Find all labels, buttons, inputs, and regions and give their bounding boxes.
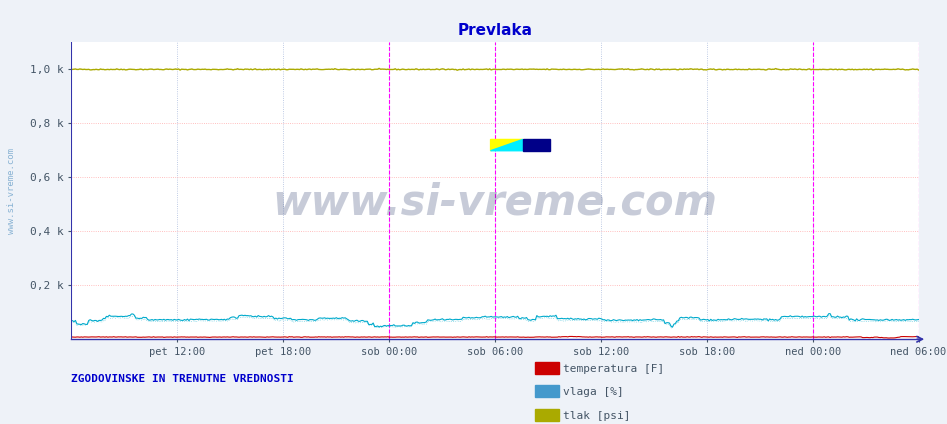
Text: vlaga [%]: vlaga [%]: [563, 387, 624, 397]
Text: temperatura [F]: temperatura [F]: [563, 364, 665, 374]
Bar: [523, 139, 550, 151]
Text: www.si-vreme.com: www.si-vreme.com: [7, 148, 16, 234]
Text: tlak [psi]: tlak [psi]: [563, 410, 631, 421]
Polygon shape: [491, 139, 523, 151]
Title: Prevlaka: Prevlaka: [457, 23, 532, 39]
Text: ZGODOVINSKE IN TRENUTNE VREDNOSTI: ZGODOVINSKE IN TRENUTNE VREDNOSTI: [71, 374, 294, 384]
Text: www.si-vreme.com: www.si-vreme.com: [273, 181, 717, 224]
Polygon shape: [491, 139, 523, 151]
